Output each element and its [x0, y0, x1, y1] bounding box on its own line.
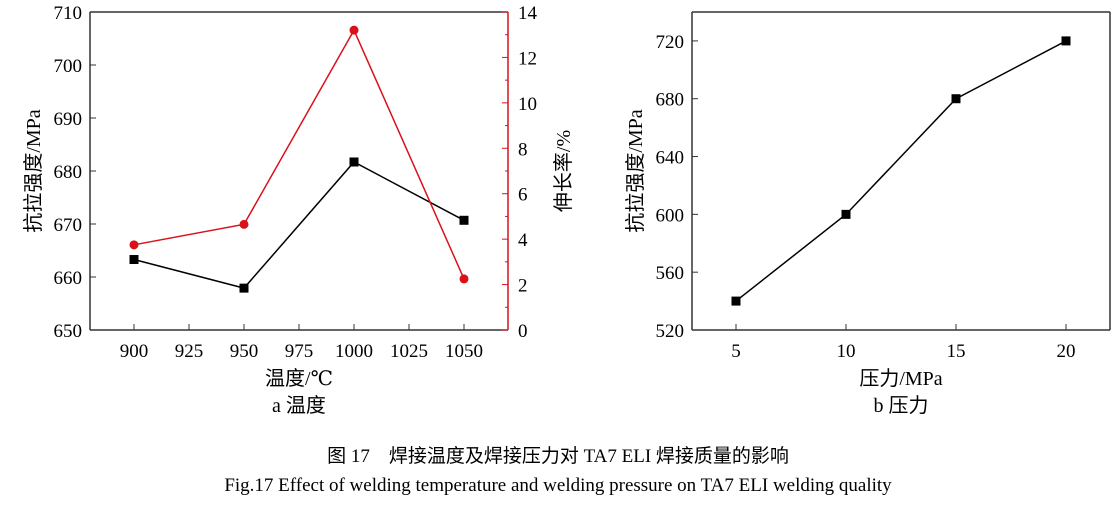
y2-tick-label: 0: [518, 321, 528, 342]
y2-tick-label: 10: [518, 94, 537, 115]
x-axis-label: 压力/MPa: [859, 367, 942, 390]
data-point: [239, 283, 249, 293]
y2-tick-label: 6: [518, 185, 528, 206]
y-axis-label: 抗拉强度/MPa: [624, 109, 647, 232]
y2-tick-label: 2: [518, 276, 528, 297]
chart-b-pressure: 5 10 15 20 520 560 600 640 680 720 压力/MPa b 压力 抗拉强度/…: [624, 11, 1111, 417]
y-tick-label: 600: [656, 205, 685, 226]
y-tick-label: 690: [54, 109, 83, 130]
x-tick-label: 15: [947, 341, 966, 362]
series-line: [133, 161, 465, 289]
panel-label: a 温度: [272, 394, 326, 417]
y-tick-label: 700: [54, 56, 83, 77]
y-tick-label: 660: [54, 268, 83, 289]
x-tick-label: 1000: [335, 341, 373, 362]
series-line: [133, 28, 465, 280]
data-point: [349, 25, 359, 35]
data-point: [459, 274, 469, 284]
y-axis-label: 抗拉强度/MPa: [22, 109, 45, 232]
y-tick-label: 680: [54, 162, 83, 183]
y-tick-label: 670: [54, 215, 83, 236]
data-point: [841, 209, 851, 219]
x-tick-label: 1050: [445, 341, 483, 362]
data-point: [1061, 36, 1071, 46]
data-point: [459, 215, 469, 225]
data-point: [129, 255, 139, 265]
x-tick-label: 975: [285, 341, 314, 362]
y-tick-label: 640: [656, 148, 685, 169]
y-tick-label: 560: [656, 263, 685, 284]
caption-en: Fig.17 Effect of welding temperature and…: [224, 475, 892, 496]
data-point: [239, 219, 249, 229]
x-tick-label: 900: [120, 341, 149, 362]
series-line: [735, 40, 1067, 302]
y-tick-label: 650: [54, 321, 83, 342]
panel-label: b 压力: [874, 394, 929, 417]
x-tick-label: 1025: [390, 341, 428, 362]
x-axis-label: 温度/℃: [265, 367, 333, 390]
data-point: [349, 157, 359, 167]
y-tick-label: 520: [656, 321, 685, 342]
data-point: [129, 240, 139, 250]
y2-tick-label: 8: [518, 139, 528, 160]
y2-tick-label: 14: [518, 3, 538, 24]
data-point: [731, 296, 741, 306]
y2-tick-label: 12: [518, 48, 537, 69]
y2-axis-label: 伸长率/%: [552, 130, 575, 212]
caption-cn: 图 17 焊接温度及焊接压力对 TA7 ELI 焊接质量的影响: [327, 445, 789, 467]
x-tick-label: 10: [837, 341, 856, 362]
data-point: [951, 94, 961, 104]
y-tick-label: 680: [656, 90, 685, 111]
x-tick-label: 925: [175, 341, 204, 362]
y-tick-label: 710: [54, 3, 83, 24]
chart-a-temperature: 900 925 950 975 1000 1025 10506506606706806907…: [22, 3, 575, 417]
y2-tick-label: 4: [518, 230, 528, 251]
x-tick-label: 5: [731, 341, 741, 362]
x-tick-label: 950: [230, 341, 259, 362]
x-tick-label: 20: [1057, 341, 1076, 362]
y-tick-label: 720: [656, 32, 685, 53]
